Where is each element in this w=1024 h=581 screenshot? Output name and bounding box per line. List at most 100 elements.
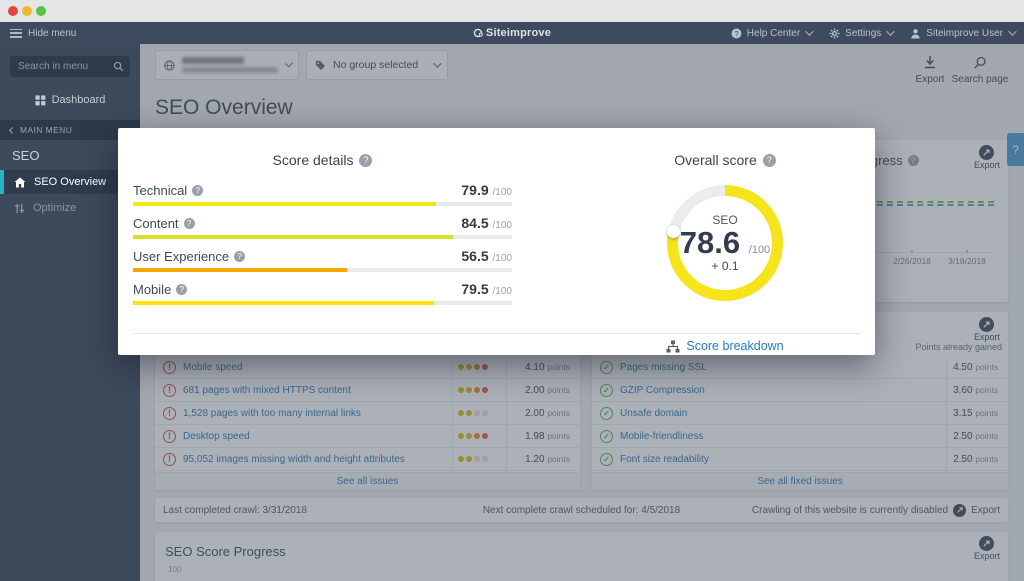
donut-category-label: SEO: [712, 212, 738, 227]
svg-text:?: ?: [734, 28, 738, 37]
difficulty-dots: [458, 433, 488, 439]
fixed-issue-row: ✓ Unsafe domain 3.15 points: [592, 402, 1008, 425]
dashboard-grid-icon: [35, 94, 45, 105]
user-icon: [911, 28, 920, 39]
sidebar-item-seo-overview[interactable]: SEO Overview: [0, 170, 140, 194]
search-icon: [113, 61, 124, 72]
column-divider: [946, 356, 947, 472]
modal-footer-divider: [133, 333, 860, 334]
sidebar-item-optimize[interactable]: Optimize: [0, 196, 140, 220]
score-label: Mobile ?: [133, 282, 188, 297]
maximize-window-dot[interactable]: [36, 6, 46, 16]
export-arrow-icon: [953, 503, 967, 517]
score-label: Content ?: [133, 216, 195, 231]
sidebar: Dashboard MAIN MENU SEO SEO Overview Opt…: [0, 44, 140, 581]
overall-score-title: Overall score?: [598, 152, 852, 168]
score-bar-fill: [133, 268, 348, 272]
score-bar-track: [133, 202, 512, 206]
score-detail-row: Technical ? 79.9 /100: [133, 180, 512, 213]
issue-link[interactable]: 1,528 pages with too many internal links: [183, 407, 361, 419]
donut-progress-marker: [667, 224, 681, 238]
help-icon[interactable]: ?: [234, 251, 246, 262]
help-center-menu[interactable]: ? Help Center: [731, 27, 814, 39]
chevron-left-icon: [8, 126, 17, 134]
website-selector-dropdown[interactable]: [155, 50, 299, 80]
top-nav-bar: Hide menu Siteimprove ? Help Center Sett…: [0, 22, 1024, 44]
points-gained: 3.15 points: [953, 407, 998, 419]
points-to-gain: 1.20 points: [525, 453, 570, 465]
sliders-icon: [14, 203, 25, 213]
points-gained: 3.60 points: [953, 384, 998, 396]
points-to-gain: 2.00 points: [525, 407, 570, 419]
help-circle-icon: ?: [731, 28, 742, 38]
fixed-check-icon: ✓: [600, 360, 613, 374]
brand-logo: Siteimprove: [0, 27, 1024, 39]
group-selector-dropdown[interactable]: No group selected: [306, 50, 448, 80]
score-details-list: Technical ? 79.9 /100 Content ? 84.5 /100 Us…: [133, 180, 512, 312]
fixed-issue-link[interactable]: Pages missing SSL: [620, 361, 707, 373]
chevron-down-icon: [805, 27, 814, 36]
hamburger-icon: [10, 28, 22, 38]
seo-score-progress-bottom-card: SEO Score Progress Export 100: [155, 532, 1008, 581]
export-button[interactable]: Export: [974, 317, 1000, 342]
export-label[interactable]: Export: [971, 504, 1000, 516]
score-bar-track: [133, 301, 512, 305]
help-tab[interactable]: ?: [1007, 133, 1024, 166]
user-menu[interactable]: Siteimprove User: [910, 27, 1017, 39]
issue-link[interactable]: Mobile speed: [183, 361, 243, 373]
settings-menu[interactable]: Settings: [829, 27, 895, 39]
hide-menu-button[interactable]: Hide menu: [10, 28, 76, 39]
fixed-issue-link[interactable]: GZIP Compression: [620, 384, 705, 396]
help-icon[interactable]: ?: [762, 153, 776, 167]
issue-link[interactable]: 95,052 images missing width and height a…: [183, 453, 405, 465]
issue-link[interactable]: 681 pages with mixed HTTPS content: [183, 384, 351, 396]
crawl-status-bar: Last completed crawl: 3/31/2018 Next com…: [155, 498, 1008, 522]
tag-icon: [315, 60, 326, 70]
help-icon[interactable]: ?: [192, 185, 204, 196]
fixed-issue-link[interactable]: Unsafe domain: [620, 407, 688, 419]
help-icon[interactable]: ?: [183, 218, 195, 229]
score-bar-fill: [133, 202, 436, 206]
website-name-redacted: [181, 57, 278, 73]
window-titlebar: [0, 0, 1024, 22]
fixed-issue-row: ✓ GZIP Compression 3.60 points: [592, 379, 1008, 402]
help-icon[interactable]: ?: [359, 153, 373, 167]
help-icon[interactable]: ?: [907, 155, 919, 166]
fixed-check-icon: ✓: [600, 429, 613, 443]
fixed-check-icon: ✓: [600, 452, 613, 466]
crawl-status-text: Crawling of this website is currently di…: [751, 504, 949, 516]
score-detail-row: User Experience ? 56.5 /100: [133, 246, 512, 279]
export-button[interactable]: Export: [974, 536, 1000, 561]
overall-score-donut: SEO 78.6 /100 + 0.1: [667, 185, 783, 301]
sidebar-item-dashboard[interactable]: Dashboard: [0, 88, 140, 112]
export-page-button[interactable]: Export: [900, 56, 960, 85]
hide-menu-label: Hide menu: [28, 27, 77, 39]
export-button[interactable]: Export: [974, 145, 1000, 170]
search-input[interactable]: [10, 56, 130, 77]
axis-tick: [911, 250, 913, 253]
fixed-issue-link[interactable]: Font size readability: [620, 453, 709, 465]
y-axis-label: 100: [168, 565, 182, 574]
fixed-issue-link[interactable]: Mobile-friendliness: [620, 430, 704, 442]
score-detail-row: Mobile ? 79.5 /100: [133, 279, 512, 312]
main-menu-back[interactable]: MAIN MENU: [0, 120, 140, 140]
see-all-fixed-issues-link[interactable]: See all fixed issues: [592, 472, 1008, 490]
score-value: 79.5 /100: [461, 281, 512, 297]
score-bar-track: [133, 235, 512, 239]
issue-row: ! 681 pages with mixed HTTPS content 2.00 …: [155, 379, 580, 402]
score-value: 84.5 /100: [461, 215, 512, 231]
issue-warning-icon: !: [163, 452, 176, 466]
score-bar-fill: [133, 235, 454, 239]
search-page-button[interactable]: Search page: [950, 56, 1010, 85]
download-icon: [925, 56, 935, 69]
close-window-dot[interactable]: [8, 6, 18, 16]
issue-link[interactable]: Desktop speed: [183, 430, 250, 442]
search-icon: [974, 56, 986, 69]
help-icon[interactable]: ?: [176, 284, 188, 295]
see-all-issues-link[interactable]: See all issues: [155, 472, 580, 490]
minimize-window-dot[interactable]: [22, 6, 32, 16]
score-details-modal: Score details? Overall score? Technical …: [118, 128, 875, 355]
difficulty-dots: [458, 410, 488, 416]
points-gained-header: Points already gained: [915, 342, 1002, 352]
score-breakdown-link[interactable]: Score breakdown: [598, 339, 852, 353]
